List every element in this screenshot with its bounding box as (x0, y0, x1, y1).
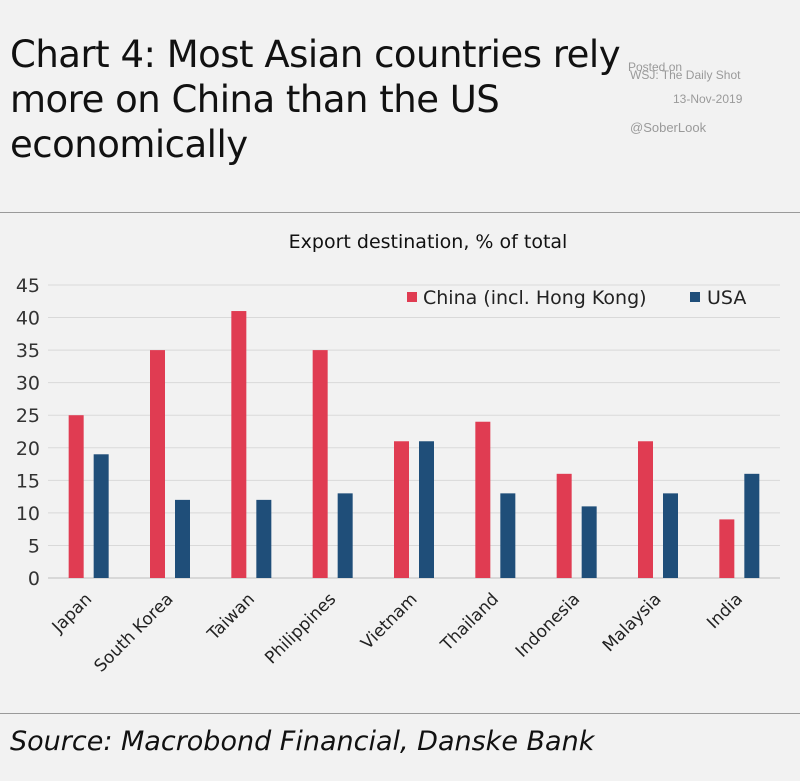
y-tick-label: 45 (16, 275, 40, 297)
watermark-source: WSJ: The Daily Shot (630, 68, 741, 82)
watermark-handle: @SoberLook (630, 120, 707, 135)
bar-chart: Export destination, % of total 0 5 10 15 20 2… (16, 231, 780, 676)
bar-china-japan (68, 415, 84, 578)
bar-usa-malaysia (663, 493, 678, 578)
x-tick-label: Philippines (261, 589, 340, 668)
bar-usa-philippines (337, 493, 353, 578)
y-tick-label: 25 (16, 405, 40, 427)
legend-swatch (690, 292, 700, 302)
bar-china-south-korea (150, 350, 165, 578)
y-axis-ticks: 0 5 10 15 20 25 30 35 40 45 (16, 275, 40, 590)
legend-label: China (incl. Hong Kong) (423, 287, 647, 309)
bar-china-philippines (312, 350, 328, 578)
source-note: Source: Macrobond Financial, Danske Bank (10, 726, 595, 757)
legend-swatch (407, 292, 417, 302)
bar-usa-thailand (500, 493, 516, 578)
x-tick-label: Taiwan (203, 589, 259, 645)
x-tick-label: Thailand (436, 589, 502, 655)
y-tick-label: 35 (16, 340, 40, 362)
bar-usa-taiwan (256, 499, 272, 578)
bar-usa-indonesia (581, 506, 597, 578)
bar-usa-vietnam (419, 441, 434, 578)
bar-china-taiwan (231, 311, 247, 578)
chart-title: Chart 4: Most Asian countries rely more … (10, 33, 621, 166)
legend-label: USA (707, 287, 746, 309)
gridlines (48, 284, 780, 579)
y-tick-label: 40 (16, 308, 40, 330)
bar-china-indonesia (556, 473, 572, 578)
y-tick-label: 10 (16, 503, 40, 525)
bar-usa-india (744, 473, 760, 578)
y-tick-label: 0 (28, 568, 40, 590)
watermark-posted-on: Posted on (628, 60, 683, 74)
top-divider (0, 212, 800, 213)
bar-china-vietnam (394, 441, 409, 578)
bar-china-malaysia (638, 441, 653, 578)
y-tick-label: 15 (16, 470, 40, 492)
x-tick-label: Indonesia (512, 589, 584, 661)
bar-china-india (719, 519, 735, 578)
watermark-date: 13-Nov-2019 (673, 92, 743, 106)
legend: China (incl. Hong Kong) USA (407, 287, 746, 309)
y-tick-label: 20 (16, 438, 40, 460)
x-tick-label: Japan (48, 589, 96, 637)
bar-china-thailand (475, 421, 491, 578)
bottom-divider (0, 713, 800, 714)
bar-usa-japan (93, 454, 109, 578)
y-tick-label: 5 (28, 535, 40, 557)
bar-usa-south-korea (175, 499, 190, 578)
x-tick-label: South Korea (91, 589, 178, 676)
x-tick-label: India (703, 589, 747, 633)
x-tick-label: Malaysia (599, 589, 666, 656)
y-tick-label: 30 (16, 373, 40, 395)
chart-subtitle: Export destination, % of total (289, 231, 568, 253)
x-tick-label: Vietnam (357, 589, 421, 653)
bars (68, 311, 760, 578)
